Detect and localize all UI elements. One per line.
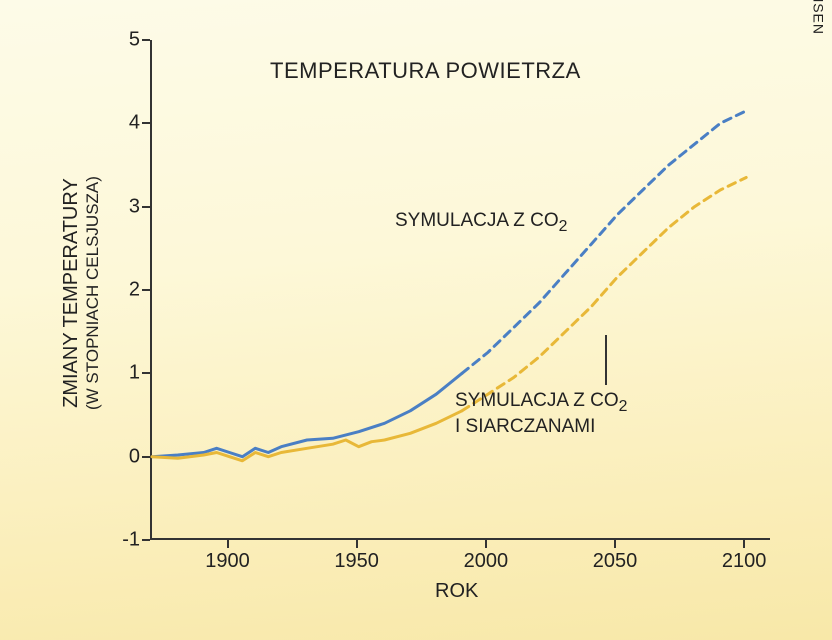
x-tick-label: 2000 — [464, 550, 509, 573]
y-tick-label: 0 — [100, 445, 140, 468]
y-tick-label: 3 — [100, 195, 140, 218]
y-axis-label: ZMIANY TEMPERATURY (W STOPNIACH CELSJUSZ… — [60, 176, 103, 410]
y-tick-mark — [142, 39, 150, 41]
x-tick-mark — [227, 540, 229, 548]
y-tick-label: 5 — [100, 29, 140, 52]
y-tick-mark — [142, 456, 150, 458]
callout-line — [605, 335, 607, 385]
x-tick-label: 2050 — [593, 550, 638, 573]
x-axis-label: ROK — [435, 580, 478, 603]
x-tick-mark — [356, 540, 358, 548]
x-tick-label: 1900 — [205, 550, 250, 573]
x-tick-mark — [614, 540, 616, 548]
chart-svg — [152, 40, 772, 540]
x-tick-mark — [743, 540, 745, 548]
y-tick-label: -1 — [100, 529, 140, 552]
y-tick-label: 1 — [100, 362, 140, 385]
y-tick-label: 2 — [100, 279, 140, 302]
y-tick-mark — [142, 372, 150, 374]
plot-area — [150, 40, 770, 540]
series-label-co2: SYMULACJA Z CO2 — [395, 210, 567, 236]
x-tick-mark — [485, 540, 487, 548]
y-tick-mark — [142, 122, 150, 124]
credit-text: JENNIFER C. CHRISTIANSEN — [810, 0, 826, 35]
y-tick-mark — [142, 289, 150, 291]
y-axis-label-main: ZMIANY TEMPERATURY — [60, 176, 83, 410]
x-tick-label: 2100 — [722, 550, 767, 573]
y-tick-mark — [142, 539, 150, 541]
series-label-co2-sulfate: SYMULACJA Z CO2I SIARCZANAMI — [455, 390, 627, 438]
x-tick-label: 1950 — [334, 550, 379, 573]
chart-figure: TEMPERATURA POWIETRZA ZMIANY TEMPERATURY… — [0, 0, 832, 640]
y-tick-label: 4 — [100, 112, 140, 135]
chart-title: TEMPERATURA POWIETRZA — [270, 58, 581, 84]
y-tick-mark — [142, 206, 150, 208]
